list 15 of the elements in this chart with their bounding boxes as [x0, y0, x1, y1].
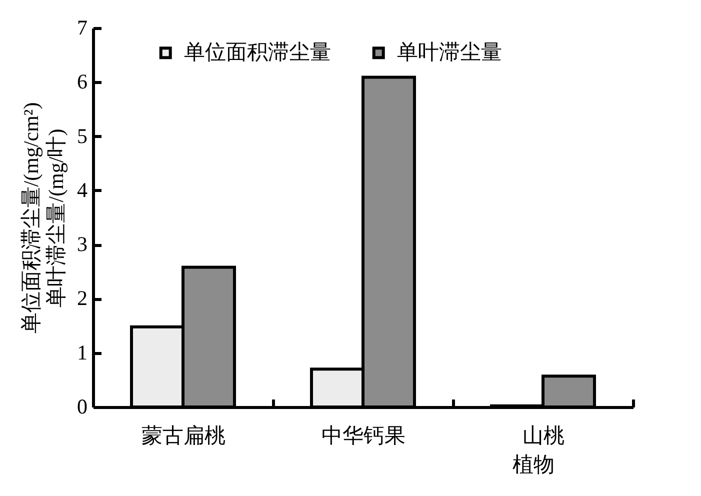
- x-tick-label: 蒙古扁桃: [142, 424, 226, 448]
- y-tick-label: 1: [77, 340, 88, 364]
- x-tick-label: 中华钙果: [322, 424, 406, 448]
- y-tick-label: 5: [77, 124, 88, 148]
- y-tick-label: 0: [77, 394, 88, 418]
- y-tick-label: 6: [77, 70, 88, 94]
- x-axis-title: 植物: [512, 452, 555, 476]
- y-axis-title: 单位面积滞尘量/(mg/cm²) 单叶滞尘量/(mg/叶): [19, 102, 68, 334]
- legend-label: 单位面积滞尘量: [184, 40, 332, 64]
- x-tick-label: 山桃: [522, 424, 564, 448]
- y-tick-label: 3: [77, 232, 88, 256]
- legend-label: 单叶滞尘量: [397, 40, 502, 64]
- y-tick-label: 7: [77, 16, 88, 40]
- y-tick-label: 2: [77, 286, 88, 310]
- y-tick-label: 4: [77, 178, 88, 202]
